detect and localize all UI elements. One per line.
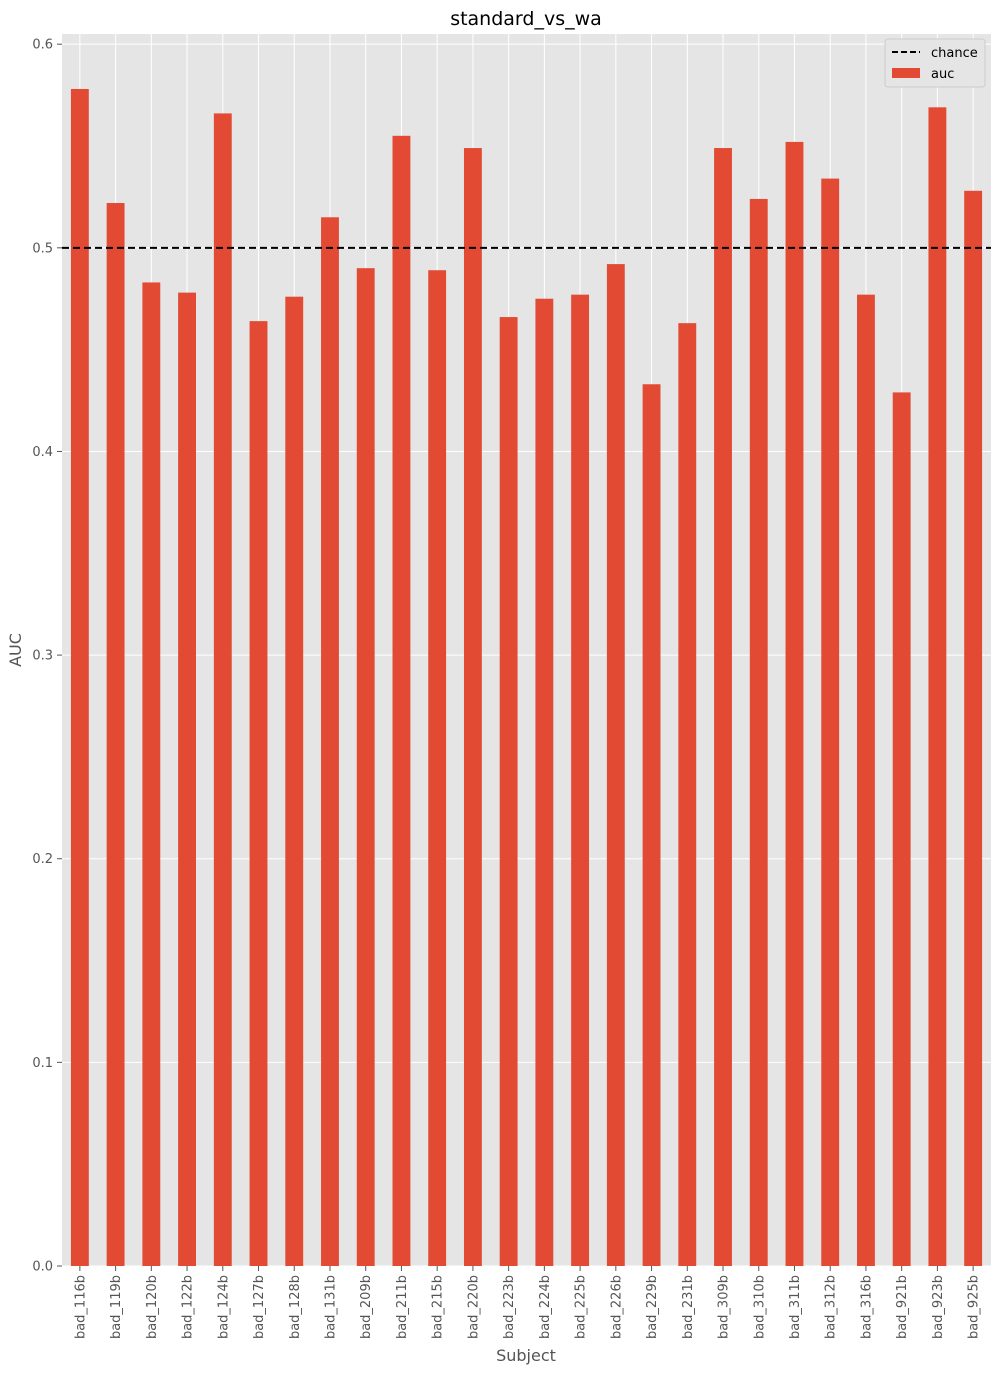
x-tick-label: bad_231b bbox=[681, 1275, 696, 1339]
x-tick-label: bad_119b bbox=[109, 1275, 124, 1339]
x-tick-label: bad_211b bbox=[395, 1275, 410, 1339]
x-axis-title: Subject bbox=[496, 1346, 556, 1365]
bar-bad_231b bbox=[678, 323, 697, 1266]
bar-bad_116b bbox=[70, 88, 89, 1267]
bar-bad_220b bbox=[463, 148, 482, 1266]
x-tick-label: bad_309b bbox=[717, 1275, 732, 1339]
x-tick-label: bad_215b bbox=[431, 1275, 446, 1339]
plot-area bbox=[62, 34, 991, 1266]
bar-bad_215b bbox=[428, 270, 447, 1267]
y-axis-title: AUC bbox=[6, 633, 25, 667]
x-tick-label: bad_923b bbox=[931, 1275, 946, 1339]
bar-bad_312b bbox=[821, 178, 840, 1267]
x-tick-label: bad_311b bbox=[788, 1275, 803, 1339]
bar-bad_120b bbox=[142, 282, 161, 1266]
legend-auc-swatch bbox=[892, 68, 920, 78]
bar-bad_225b bbox=[571, 294, 590, 1266]
x-tick-label: bad_921b bbox=[895, 1275, 910, 1339]
x-tick-label: bad_225b bbox=[574, 1275, 589, 1339]
x-tick-label: bad_127b bbox=[252, 1275, 267, 1339]
bar-bad_311b bbox=[785, 141, 804, 1267]
x-tick-label: bad_223b bbox=[502, 1275, 517, 1339]
bar-bad_209b bbox=[356, 268, 375, 1266]
x-tick-label: bad_224b bbox=[538, 1275, 553, 1339]
y-tick-label: 0.3 bbox=[32, 649, 53, 664]
bar-bad_119b bbox=[106, 203, 125, 1266]
x-tick-label: bad_131b bbox=[323, 1275, 338, 1339]
bar-bad_211b bbox=[392, 135, 411, 1267]
x-tick-label: bad_310b bbox=[752, 1275, 767, 1339]
bar-bad_229b bbox=[642, 384, 661, 1267]
x-axis-ticks: bad_116b bad_119b bad_120b bad_122b bad_124b… bbox=[73, 1266, 982, 1339]
bar-bad_316b bbox=[857, 294, 875, 1266]
y-tick-label: 0.1 bbox=[32, 1056, 53, 1071]
y-axis-ticks: 0.0 0.1 0.2 0.3 0.4 0.5 0.6 bbox=[32, 38, 62, 1275]
x-tick-label: bad_229b bbox=[645, 1275, 660, 1339]
bars bbox=[70, 88, 983, 1267]
x-tick-label: bad_128b bbox=[288, 1275, 303, 1339]
bar-bad_921b bbox=[892, 392, 911, 1266]
bar-bad_925b bbox=[964, 190, 983, 1266]
legend-auc-label: auc bbox=[931, 67, 954, 82]
x-tick-label: bad_316b bbox=[859, 1275, 874, 1339]
bar-bad_128b bbox=[285, 296, 304, 1266]
x-tick-label: bad_226b bbox=[609, 1275, 624, 1339]
bar-bad_124b bbox=[213, 113, 232, 1266]
bar-bad_309b bbox=[714, 148, 732, 1266]
y-tick-label: 0.4 bbox=[32, 445, 53, 460]
y-tick-label: 0.0 bbox=[32, 1260, 53, 1275]
bar-bad_923b bbox=[928, 107, 947, 1267]
y-tick-label: 0.2 bbox=[32, 852, 53, 867]
legend-chance-label: chance bbox=[931, 46, 978, 61]
bar-bad_310b bbox=[749, 198, 768, 1267]
x-tick-label: bad_312b bbox=[824, 1275, 839, 1339]
bar-bad_224b bbox=[535, 298, 554, 1266]
bar-bad_122b bbox=[178, 292, 196, 1267]
y-tick-label: 0.6 bbox=[32, 38, 53, 53]
x-tick-label: bad_209b bbox=[359, 1275, 374, 1339]
bar-bad_131b bbox=[321, 217, 339, 1267]
legend: chance auc bbox=[884, 38, 986, 88]
y-tick-label: 0.5 bbox=[32, 241, 53, 256]
x-tick-label: bad_116b bbox=[73, 1275, 88, 1339]
x-tick-label: bad_220b bbox=[466, 1275, 481, 1339]
x-tick-label: bad_925b bbox=[967, 1275, 982, 1339]
x-tick-label: bad_122b bbox=[181, 1275, 196, 1339]
x-tick-label: bad_120b bbox=[145, 1275, 160, 1339]
x-tick-label: bad_124b bbox=[216, 1275, 231, 1339]
bar-bad_127b bbox=[249, 321, 268, 1266]
chart-title: standard_vs_wa bbox=[450, 8, 602, 30]
bar-bad_226b bbox=[606, 264, 625, 1266]
bar-bad_223b bbox=[499, 317, 518, 1266]
